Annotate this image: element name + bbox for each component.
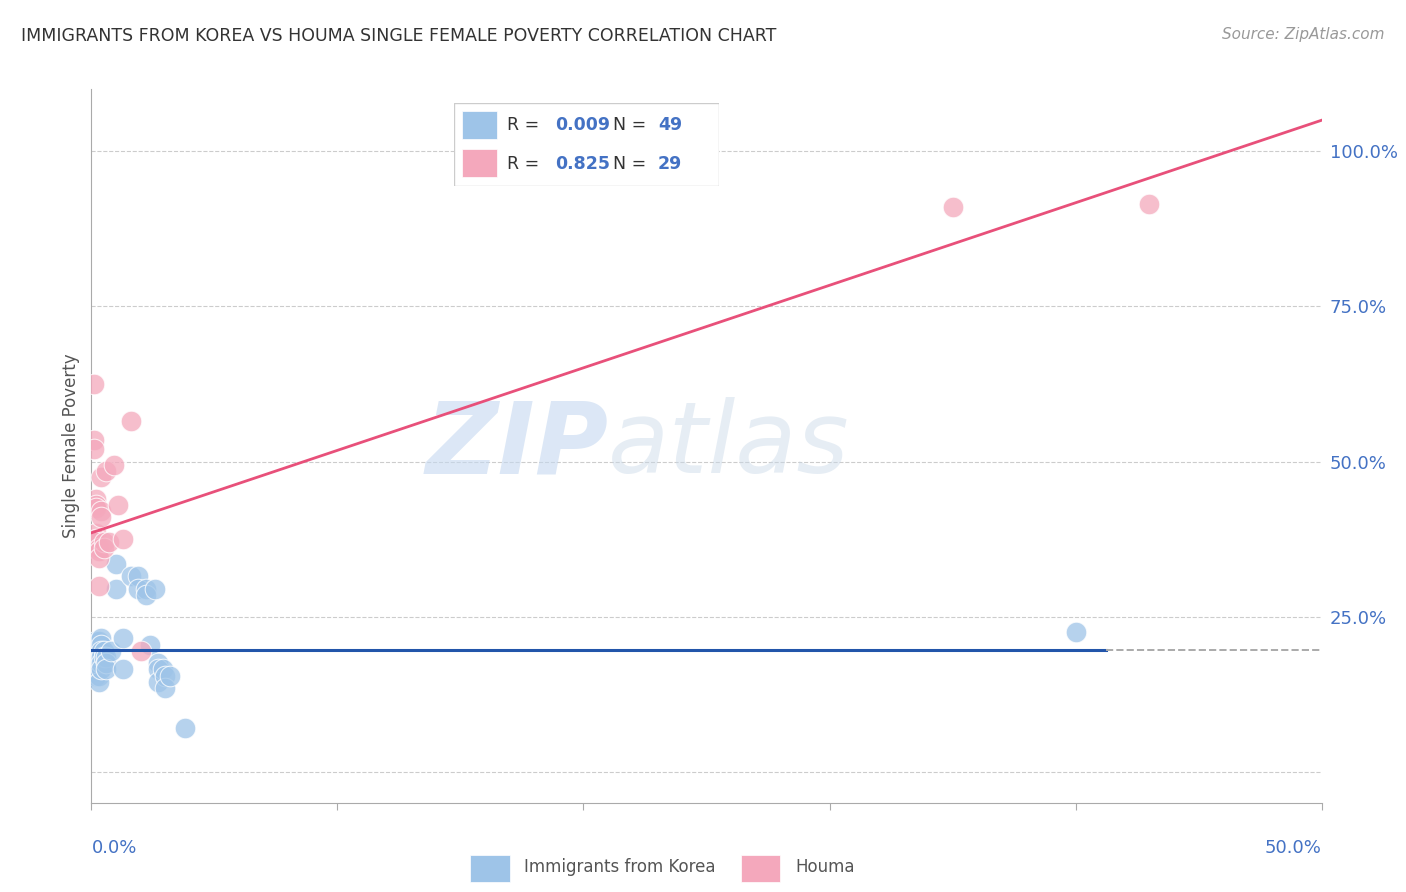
Point — [152, 662, 174, 676]
Point — [86, 634, 108, 648]
Point — [153, 668, 177, 682]
Point — [86, 662, 108, 676]
Point — [93, 541, 115, 556]
Text: atlas: atlas — [607, 398, 849, 494]
Point — [96, 650, 117, 665]
Point — [83, 376, 105, 391]
Point — [129, 644, 152, 658]
Point — [146, 662, 169, 676]
Point — [93, 535, 115, 549]
Point — [135, 582, 156, 596]
Point — [87, 674, 110, 689]
Text: ZIP: ZIP — [425, 398, 607, 494]
Point — [145, 582, 166, 596]
Point — [96, 464, 117, 478]
Point — [87, 656, 110, 670]
Point — [86, 656, 108, 670]
Point — [87, 544, 110, 558]
Text: IMMIGRANTS FROM KOREA VS HOUMA SINGLE FEMALE POVERTY CORRELATION CHART: IMMIGRANTS FROM KOREA VS HOUMA SINGLE FE… — [21, 27, 776, 45]
Point — [1139, 197, 1161, 211]
Point — [86, 501, 108, 516]
Point — [86, 525, 108, 540]
Point — [90, 504, 112, 518]
Text: 50.0%: 50.0% — [1265, 838, 1322, 856]
Point — [90, 656, 112, 670]
Point — [83, 653, 105, 667]
Point — [112, 662, 135, 676]
Point — [87, 541, 110, 556]
Text: 0.0%: 0.0% — [91, 838, 136, 856]
Point — [146, 656, 169, 670]
Text: Source: ZipAtlas.com: Source: ZipAtlas.com — [1222, 27, 1385, 42]
Point — [86, 668, 108, 682]
Point — [105, 582, 127, 596]
Point — [83, 442, 105, 456]
Point — [90, 510, 112, 524]
Point — [87, 550, 110, 565]
Point — [87, 662, 110, 676]
Point — [90, 650, 112, 665]
Point — [87, 644, 110, 658]
Point — [103, 458, 125, 472]
Point — [87, 650, 110, 665]
Point — [87, 634, 110, 648]
Y-axis label: Single Female Poverty: Single Female Poverty — [62, 354, 80, 538]
Point — [86, 644, 108, 658]
Point — [90, 632, 112, 646]
Point — [120, 414, 142, 428]
Point — [107, 498, 129, 512]
Point — [153, 681, 177, 695]
Point — [83, 665, 105, 680]
Point — [96, 656, 117, 670]
Point — [139, 638, 162, 652]
Point — [90, 644, 112, 658]
Point — [86, 491, 108, 506]
Point — [86, 535, 108, 549]
Point — [90, 638, 112, 652]
Point — [127, 582, 149, 596]
Point — [112, 532, 135, 546]
Point — [93, 650, 115, 665]
Point — [83, 659, 105, 673]
Point — [1064, 625, 1087, 640]
Point — [127, 569, 149, 583]
Point — [86, 650, 108, 665]
Point — [146, 674, 169, 689]
Point — [90, 470, 112, 484]
Point — [941, 200, 963, 214]
Point — [83, 644, 105, 658]
Point — [174, 722, 197, 736]
Point — [105, 557, 127, 571]
Point — [112, 632, 135, 646]
Point — [90, 662, 112, 676]
Point — [120, 569, 142, 583]
Point — [87, 668, 110, 682]
Point — [86, 665, 108, 680]
Point — [83, 433, 105, 447]
Point — [96, 662, 117, 676]
Point — [135, 588, 156, 602]
Point — [86, 532, 108, 546]
Point — [93, 644, 115, 658]
Point — [100, 644, 122, 658]
Point — [87, 579, 110, 593]
Point — [97, 535, 120, 549]
Point — [159, 668, 181, 682]
Point — [86, 498, 108, 512]
